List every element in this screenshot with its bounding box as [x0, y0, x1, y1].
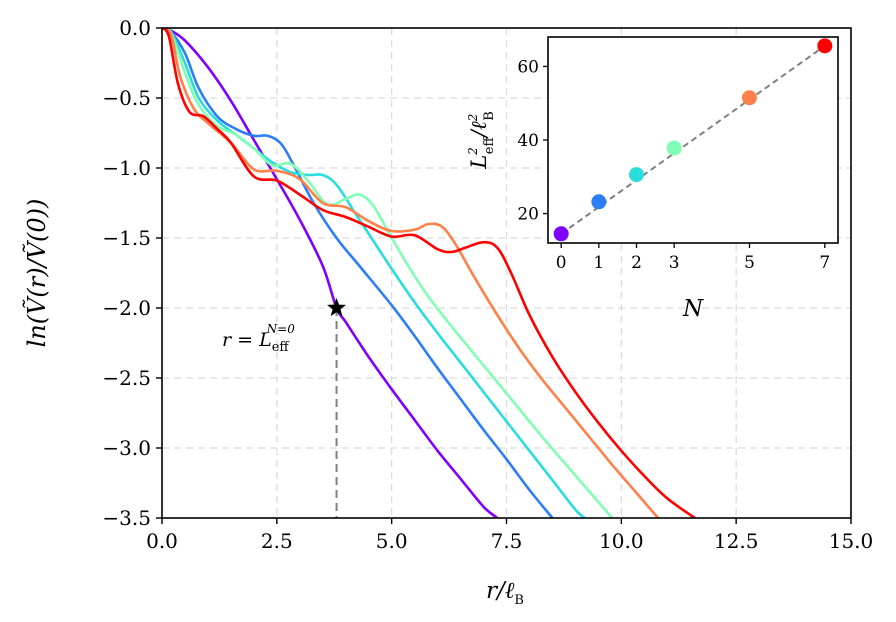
inset-y-tick-label-2: 60 [517, 57, 539, 77]
inset-x-tick-label-4: 5 [744, 253, 755, 273]
y-tick-label-0: 0.0 [119, 16, 151, 40]
series-line-n-2 [162, 28, 586, 518]
series-line-n-7 [162, 28, 696, 518]
inset-x-tick-label-1: 1 [593, 253, 604, 273]
x-tick-label-1: 2.5 [261, 529, 293, 553]
inset-scatter-points [553, 38, 833, 242]
inset-x-tick-label-2: 2 [631, 253, 642, 273]
inset-plot: 0 1 2 3 5 7 20 40 60 N L2 eff/ℓ2 B [466, 36, 839, 322]
inset-point-n-1 [591, 194, 607, 210]
main-x-axis-label: r/ℓB [486, 578, 524, 608]
x-tick-label-4: 10.0 [599, 529, 644, 553]
inset-point-n-3 [666, 140, 682, 156]
inset-y-axis-label: L2 eff/ℓ2 B [466, 111, 497, 170]
inset-x-axis-label: N [682, 296, 704, 322]
inset-y-ticks: 20 40 60 [517, 57, 548, 225]
inset-point-n-7 [817, 38, 833, 54]
main-y-ticks: 0.0 −0.5 −1.0 −1.5 −2.0 −2.5 −3.0 −3.5 [102, 16, 162, 530]
annotation-sup: N=0 [266, 322, 296, 336]
y-tick-label-1: −0.5 [102, 86, 151, 110]
inset-x-tick-label-5: 7 [819, 253, 830, 273]
annotation-prefix: r = L [222, 329, 272, 351]
series-line-n-0 [162, 28, 499, 518]
inset-x-ticks: 0 1 2 3 5 7 [556, 243, 830, 273]
main-plot: r = LeffN=0 0.0 2.5 5.0 7.5 10.0 12.5 15.0 0.0… [22, 16, 873, 608]
inset-point-n-5 [741, 90, 757, 106]
y-tick-label-5: −2.5 [102, 366, 151, 390]
inset-point-n-2 [629, 167, 645, 183]
series-line-n-3 [162, 28, 614, 518]
effective-length-annotation: r = Leff N=0 [222, 322, 295, 355]
x-tick-label-3: 7.5 [491, 529, 523, 553]
y-tick-label-2: −1.0 [102, 156, 151, 180]
x-tick-label-2: 5.0 [376, 529, 408, 553]
main-y-axis-label: ln(Ṽ(r)/Ṽ(0)) [22, 199, 51, 348]
series-line-n-5 [162, 28, 660, 518]
x-tick-label-5: 12.5 [714, 529, 759, 553]
inset-point-n-0 [553, 226, 569, 242]
main-series-lines [162, 28, 696, 518]
effective-length-star-marker [327, 298, 347, 317]
main-x-ticks: 0.0 2.5 5.0 7.5 10.0 12.5 15.0 [146, 518, 873, 553]
y-tick-label-7: −3.5 [102, 506, 151, 530]
y-tick-label-3: −1.5 [102, 226, 151, 250]
main-grid [162, 28, 851, 518]
x-tick-label-6: 15.0 [829, 529, 874, 553]
annotation-sub: eff [272, 340, 291, 355]
inset-y-tick-label-1: 40 [517, 131, 539, 151]
inset-x-tick-label-3: 3 [669, 253, 680, 273]
y-tick-label-4: −2.0 [102, 296, 151, 320]
inset-x-tick-label-0: 0 [556, 253, 567, 273]
y-tick-label-6: −3.0 [102, 436, 151, 460]
x-tick-label-0: 0.0 [146, 529, 178, 553]
inset-y-tick-label-0: 20 [517, 205, 539, 225]
series-line-n-1 [162, 28, 554, 518]
